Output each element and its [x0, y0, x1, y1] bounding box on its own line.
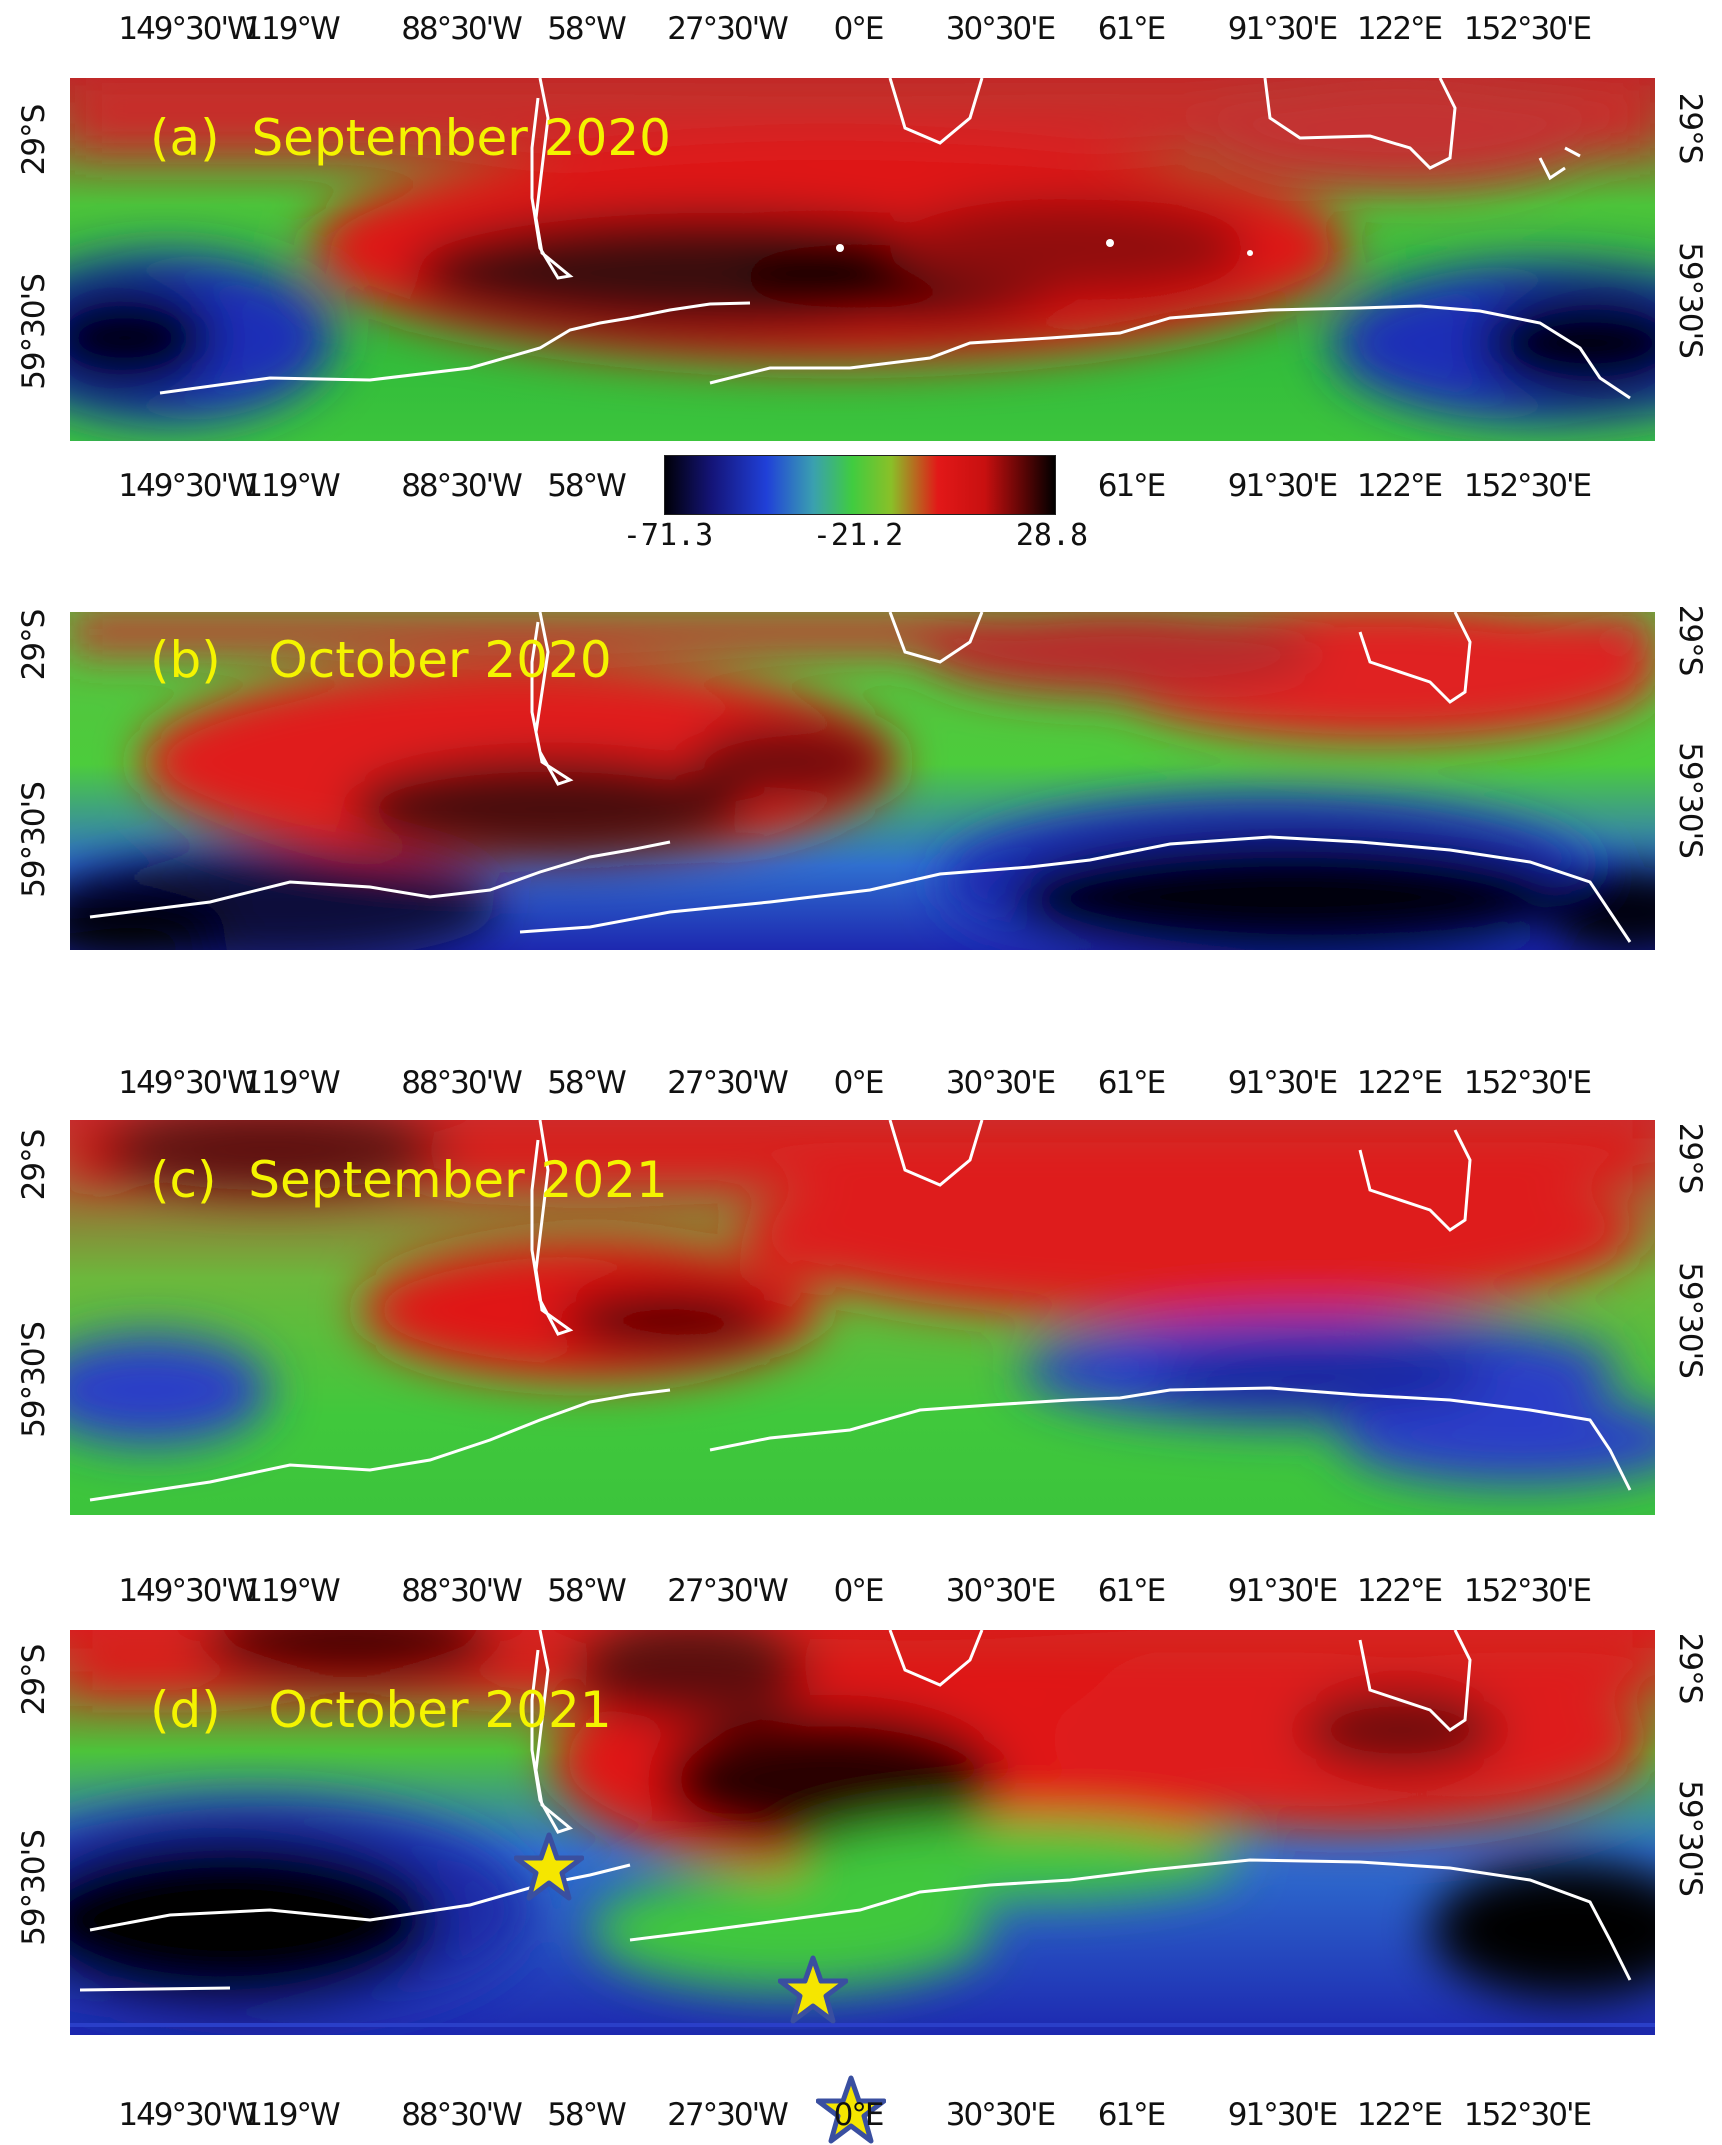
lon-label: 152°30'E [1463, 11, 1592, 47]
lat-label-lower: 59°30'S [1672, 1780, 1708, 1896]
lon-label: 27°30'W [667, 1065, 789, 1101]
colorbar [664, 455, 1056, 515]
lon-label: 88°30'W [401, 468, 523, 504]
lon-label: 91°30'E [1227, 468, 1339, 504]
lon-label: 58°W [547, 468, 627, 504]
lon-label: 149°30'W [118, 1573, 257, 1609]
lon-label: 91°30'E [1227, 2097, 1339, 2133]
lon-label: 122°E [1356, 2097, 1443, 2133]
lon-label: 27°30'W [667, 2097, 789, 2133]
lat-label-lower: 59°30'S [1672, 1262, 1708, 1378]
lon-label: 61°E [1097, 1573, 1167, 1609]
coastline [89, 612, 1632, 943]
lon-label: 61°E [1097, 2097, 1167, 2133]
coastline [79, 1630, 1632, 1992]
panel-d-field [70, 1630, 1655, 2035]
lon-label: 88°30'W [401, 11, 523, 47]
lon-label: 88°30'W [401, 1573, 523, 1609]
lon-label: 122°E [1356, 11, 1443, 47]
lon-label: 88°30'W [401, 1065, 523, 1101]
lon-label: 88°30'W [401, 2097, 523, 2133]
lat-label-upper: 29°S [16, 1644, 52, 1716]
lon-label: 0°E [833, 1573, 885, 1609]
lon-label: 30°30'E [945, 2097, 1057, 2133]
lon-label: 149°30'W [118, 11, 257, 47]
lat-label-upper: 29°S [16, 609, 52, 681]
map-panel-b: (b) October 2020 [70, 612, 1655, 950]
lon-label: 119°W [243, 2097, 340, 2133]
lat-label-lower: 59°30'S [16, 782, 52, 898]
longitude-axis-top: 149°30'W 119°W 88°30'W 58°W 27°30'W 0°E … [0, 4, 1722, 54]
longitude-axis-panel-c: 149°30'W 119°W 88°30'W 58°W 27°30'W 0°E … [0, 1058, 1722, 1108]
lon-label: 152°30'E [1463, 1573, 1592, 1609]
lon-label: 0°E [833, 11, 885, 47]
lon-label: 58°W [547, 2097, 627, 2133]
lon-label: 91°30'E [1227, 1573, 1339, 1609]
panel-b-field [70, 612, 1655, 950]
coastline [89, 1120, 1632, 1502]
lat-label-upper: 29°S [16, 104, 52, 176]
longitude-axis-panel-d: 149°30'W 119°W 88°30'W 58°W 27°30'W 0°E … [0, 1566, 1722, 1616]
lon-label: 152°30'E [1463, 468, 1592, 504]
colorbar-tick: -21.2 [812, 518, 904, 553]
lon-label: 119°W [243, 468, 340, 504]
lat-label-upper: 29°S [1672, 604, 1708, 676]
lon-label: 149°30'W [118, 1065, 257, 1101]
lon-label: 30°30'E [945, 1573, 1057, 1609]
lon-label: 27°30'W [667, 11, 789, 47]
lat-label-lower: 59°30'S [16, 1830, 52, 1946]
star-icon [514, 1832, 584, 1901]
lon-label: 58°W [547, 11, 627, 47]
lon-label: 122°E [1356, 468, 1443, 504]
lon-label: 122°E [1356, 1573, 1443, 1609]
lon-label: 61°E [1097, 468, 1167, 504]
lon-label: 58°W [547, 1065, 627, 1101]
panel-title-b: (b) October 2020 [150, 631, 612, 689]
lon-label: 30°30'E [945, 1065, 1057, 1101]
map-panel-a: (a) September 2020 [70, 78, 1655, 441]
lon-label: 152°30'E [1463, 1065, 1592, 1101]
map-panel-d: (d) October 2021 [70, 1630, 1655, 2035]
lon-label: 0°E [833, 2097, 885, 2133]
lon-label: 122°E [1356, 1065, 1443, 1101]
lon-label: 61°E [1097, 11, 1167, 47]
lon-label: 61°E [1097, 1065, 1167, 1101]
panel-c-field [70, 1120, 1655, 1515]
lon-label: 119°W [243, 11, 340, 47]
panel-title-c: (c) September 2021 [150, 1151, 668, 1209]
lon-label: 27°30'W [667, 1573, 789, 1609]
lon-label: 119°W [243, 1573, 340, 1609]
lon-label: 91°30'E [1227, 11, 1339, 47]
map-panel-c: (c) September 2021 [70, 1120, 1655, 1515]
lon-label: 149°30'W [118, 2097, 257, 2133]
lon-label: 0°E [833, 1065, 885, 1101]
star-icon [816, 2075, 886, 2144]
coast-dots [836, 239, 1253, 256]
panel-title-a: (a) September 2020 [150, 109, 671, 167]
lon-label: 30°30'E [945, 11, 1057, 47]
lat-label-lower: 59°30'S [1672, 742, 1708, 858]
star-icon [778, 1955, 848, 2024]
longitude-axis-bottom: 149°30'W 119°W 88°30'W 58°W 27°30'W 0°E … [0, 2090, 1722, 2140]
lon-label: 119°W [243, 1065, 340, 1101]
panel-title-d: (d) October 2021 [150, 1681, 612, 1739]
lat-label-lower: 59°30'S [16, 1322, 52, 1438]
panel-a-field [70, 78, 1655, 441]
coastline [159, 78, 1631, 400]
longitude-axis-colorbar-row: 149°30'W 119°W 88°30'W 58°W 61°E 91°30'E… [0, 461, 1722, 511]
colorbar-tick: -71.3 [622, 518, 714, 553]
lat-label-lower: 59°30'S [16, 274, 52, 390]
lat-label-lower: 59°30'S [1672, 242, 1708, 358]
lon-label: 58°W [547, 1573, 627, 1609]
lat-label-upper: 29°S [16, 1129, 52, 1201]
lon-label: 149°30'W [118, 468, 257, 504]
lat-label-upper: 29°S [1672, 92, 1708, 164]
lat-label-upper: 29°S [1672, 1122, 1708, 1194]
lon-label: 152°30'E [1463, 2097, 1592, 2133]
lon-label: 91°30'E [1227, 1065, 1339, 1101]
colorbar-tick: 28.8 [1015, 518, 1089, 553]
lat-label-upper: 29°S [1672, 1632, 1708, 1704]
